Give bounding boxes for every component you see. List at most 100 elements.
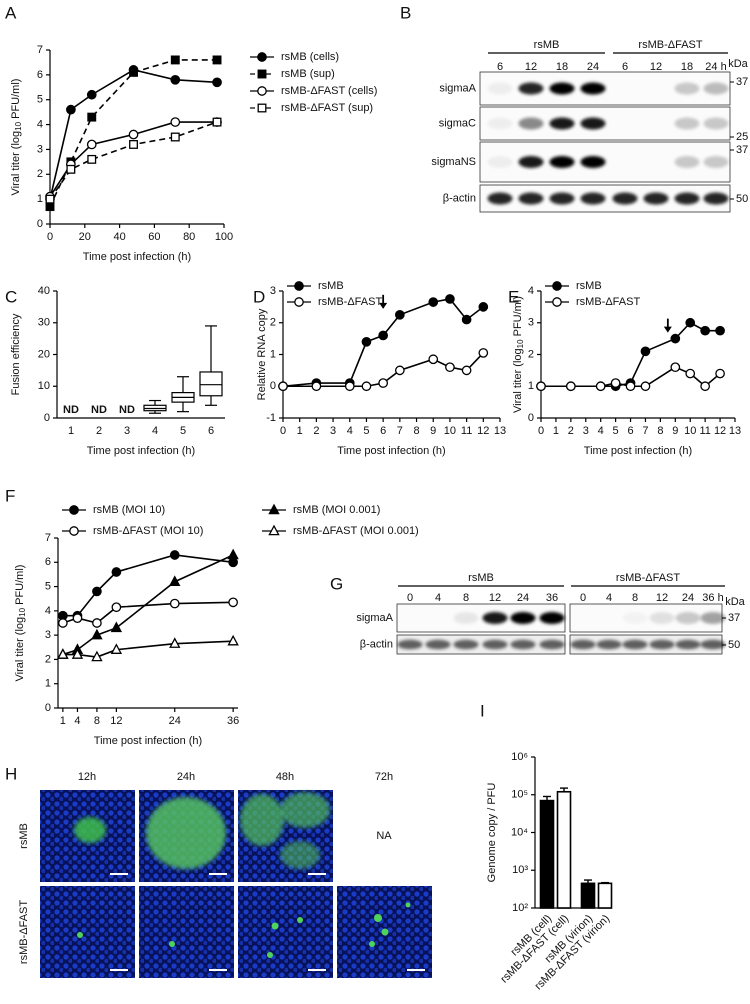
lane-label: 12 — [489, 592, 501, 604]
band — [612, 192, 638, 205]
x-tick-label: 3 — [124, 425, 130, 437]
x-tick-label: 7 — [397, 425, 403, 437]
y-axis-label-part: 10 — [18, 607, 27, 616]
arrow-head — [379, 302, 388, 309]
band — [453, 612, 479, 624]
point — [212, 55, 222, 65]
y-tick-label: 5 — [37, 94, 43, 106]
x-tick-label: 5 — [363, 425, 369, 437]
series-line — [49, 121, 218, 200]
fluorescence — [297, 917, 303, 923]
y-tick-label: 0 — [37, 218, 43, 230]
group-label: rsMB — [534, 39, 560, 51]
fluorescence — [381, 928, 389, 936]
fluorescence — [405, 902, 411, 908]
y-axis-label-part: Viral titer (log — [10, 131, 22, 196]
band — [539, 639, 565, 650]
missing-label: NA — [376, 830, 392, 842]
marker-label: 50 — [736, 193, 748, 205]
lane-label: 12 — [525, 61, 537, 73]
y-axis-label-part: Viral titer (log — [512, 348, 524, 413]
point — [212, 117, 222, 127]
fluorescence — [240, 794, 284, 846]
row-label: sigmaA — [439, 82, 476, 94]
band — [518, 156, 544, 168]
series-line — [49, 69, 218, 200]
bar — [556, 790, 572, 909]
row-label: rsMB — [18, 823, 30, 849]
band — [549, 117, 575, 130]
point — [169, 637, 181, 648]
point — [91, 650, 103, 662]
band — [570, 639, 596, 650]
fluorescence — [280, 841, 320, 869]
x-tick-label: 10 — [444, 425, 456, 437]
y-axis-label-part: 10 — [14, 121, 23, 130]
legend-label: rsMB (cells) — [281, 51, 339, 63]
lane-label: 36 — [546, 592, 558, 604]
y-tick-label: 6 — [37, 69, 43, 81]
y-tick-label: 6 — [45, 556, 51, 568]
point — [92, 618, 102, 628]
point — [394, 309, 405, 320]
point — [461, 314, 472, 325]
lane-label: 6 — [622, 61, 628, 73]
point — [169, 575, 181, 586]
band — [580, 192, 606, 205]
fluorescence — [74, 817, 106, 843]
x-tick-label: 0 — [538, 425, 544, 437]
band — [518, 82, 544, 95]
x-tick-label: 20 — [79, 231, 91, 243]
arrow-annotation — [379, 294, 388, 309]
marker-label: 50 — [728, 639, 740, 651]
point — [670, 333, 681, 344]
y-tick-label: 4 — [37, 118, 43, 130]
panel-letter: A — [5, 3, 17, 22]
marker-label: 37 — [728, 612, 740, 624]
panel-letter: D — [253, 287, 265, 306]
lane-label: 24 — [517, 592, 529, 604]
y-tick-label: 1 — [37, 193, 43, 205]
y-axis-label-part: Viral titer (log — [14, 617, 26, 682]
x-tick-label: 11 — [699, 425, 710, 437]
point — [111, 567, 122, 577]
y-tick-label: 10 — [38, 380, 50, 392]
fluorescence — [271, 922, 279, 930]
point — [111, 602, 122, 613]
legend-swatch — [268, 503, 280, 515]
fluorescence — [146, 797, 226, 869]
x-tick-label: 5 — [613, 425, 619, 437]
point — [71, 648, 84, 659]
x-tick-label: 6 — [208, 425, 214, 437]
point — [311, 381, 322, 392]
band — [549, 192, 575, 205]
band — [482, 612, 508, 624]
legend-swatch — [257, 69, 267, 79]
band — [487, 117, 513, 130]
lane-label: 4 — [435, 592, 441, 604]
point — [87, 154, 97, 164]
unit-label: kDa — [728, 58, 748, 70]
x-tick-label: 100 — [215, 231, 233, 243]
x-tick-label: 1 — [68, 425, 74, 437]
x-tick-label: 80 — [183, 231, 195, 243]
point — [170, 74, 181, 85]
lane-label: 36 h — [702, 592, 723, 604]
y-axis-label: Fusion efficiency — [10, 313, 22, 395]
y-axis-label-part: PFU/ml) — [14, 565, 26, 608]
point — [670, 362, 681, 373]
point — [169, 598, 180, 609]
band — [487, 82, 513, 95]
band — [674, 117, 700, 130]
y-tick-label: 2 — [37, 168, 43, 180]
x-tick-label: 13 — [729, 425, 741, 437]
series-line — [282, 298, 484, 388]
y-tick-label: 3 — [270, 285, 276, 297]
column-label: 72h — [375, 771, 393, 783]
x-tick-label: 40 — [113, 231, 125, 243]
legend-label: rsMB (sup) — [281, 68, 335, 80]
point — [278, 381, 288, 392]
legend-swatch — [257, 86, 267, 96]
point — [378, 330, 389, 341]
y-tick-label: 7 — [45, 532, 51, 544]
